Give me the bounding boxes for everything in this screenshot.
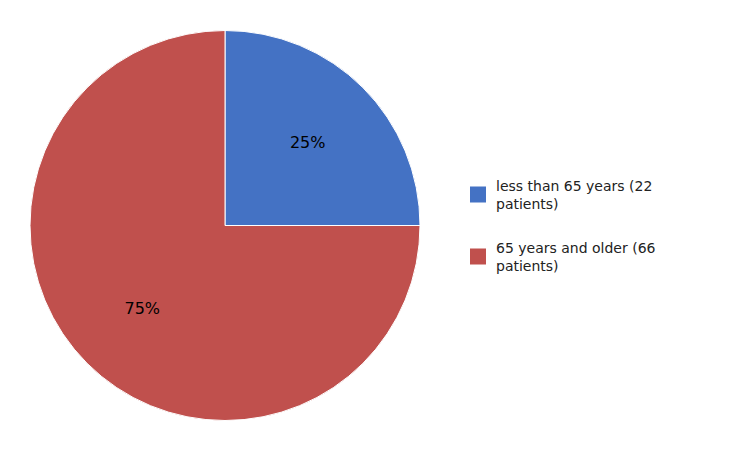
chart: 25%75%less than 65 years (22patients)65 … (0, 0, 752, 451)
legend-label-line: less than 65 years (22 (496, 178, 652, 194)
pie (30, 31, 420, 421)
data-label: 25% (290, 133, 326, 152)
legend: less than 65 years (22patients)65 years … (470, 178, 656, 274)
legend-swatch (470, 249, 486, 265)
legend-swatch (470, 187, 486, 203)
pie-slice (30, 31, 420, 421)
legend-label-line: 65 years and older (66 (496, 240, 656, 256)
pie-slice (225, 31, 420, 226)
legend-label: less than 65 years (22 patients) (496, 178, 652, 212)
background (0, 0, 752, 451)
legend-label-line: patients) (496, 196, 559, 212)
legend-label: 65 years and older (66 patients) (496, 240, 656, 274)
data-label: 75% (124, 299, 160, 318)
legend-label-line: patients) (496, 258, 559, 274)
data-labels: 25% 75% (124, 133, 325, 317)
